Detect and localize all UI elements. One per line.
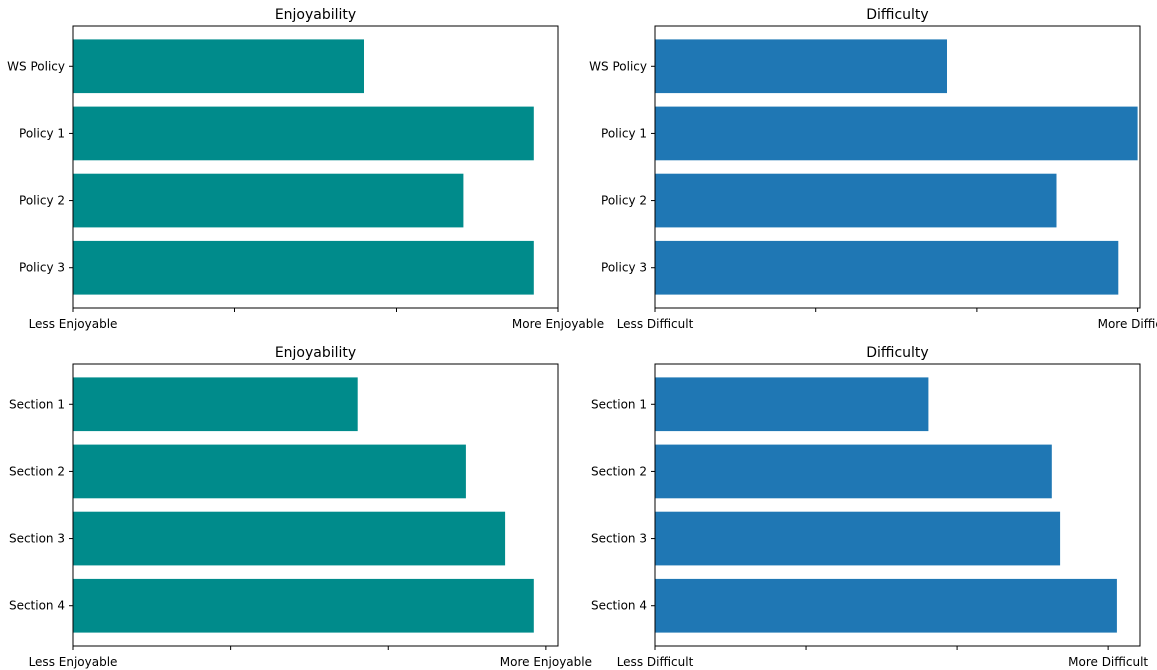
y-tick-label: Section 4: [9, 599, 65, 613]
y-tick-label: Section 3: [591, 532, 647, 546]
bar: [73, 578, 534, 633]
axes-frame: [72, 25, 559, 309]
bar: [655, 240, 1119, 295]
axes-frame: [654, 25, 1141, 309]
y-tick-label: Section 4: [591, 599, 647, 613]
x-tick-label: More Difficult: [1098, 317, 1157, 331]
x-tick-label: More Enjoyable: [512, 317, 604, 331]
y-tick-label: Section 2: [591, 464, 647, 478]
y-tick-label: Section 1: [9, 397, 65, 411]
bar: [655, 106, 1138, 161]
bar: [655, 39, 947, 94]
y-tick-label: Policy 2: [601, 194, 647, 208]
y-tick-label: Policy 1: [19, 126, 65, 140]
y-tick-label: WS Policy: [589, 59, 647, 73]
bar: [73, 39, 364, 94]
y-tick-label: Policy 2: [19, 194, 65, 208]
y-tick-label: Policy 1: [601, 126, 647, 140]
chart-panel-2: Difficulty WS Policy Policy 1 Policy 2 Polic…: [589, 7, 1157, 331]
bar: [73, 173, 464, 228]
y-tick-label: Section 3: [9, 532, 65, 546]
y-tick-label: Policy 3: [19, 261, 65, 275]
x-tick-label: Less Enjoyable: [29, 317, 118, 331]
y-tick-label: WS Policy: [7, 59, 65, 73]
chart-title: Enjoyability: [275, 345, 356, 361]
bar: [73, 444, 466, 499]
x-tick-label: Less Enjoyable: [29, 655, 118, 669]
bar: [73, 106, 534, 161]
x-tick-label: Less Difficult: [617, 317, 694, 331]
chart-title: Difficulty: [866, 7, 928, 23]
axes-frame: [72, 363, 559, 647]
bar: [655, 173, 1057, 228]
bar: [655, 444, 1052, 499]
bar: [655, 511, 1061, 566]
x-tick-label: Less Difficult: [617, 655, 694, 669]
chart-title: Enjoyability: [275, 7, 356, 23]
y-tick-label: Section 1: [591, 397, 647, 411]
x-tick-label: More Difficult: [1068, 655, 1148, 669]
chart-panel-4: Difficulty Section 1 Section 2 Section 3 Sec…: [591, 345, 1148, 669]
bar: [655, 377, 929, 432]
axes-frame: [654, 363, 1141, 647]
x-tick-label: More Enjoyable: [500, 655, 592, 669]
chart-title: Difficulty: [866, 345, 928, 361]
y-tick-label: Section 2: [9, 464, 65, 478]
bar: [73, 377, 358, 432]
bar: [73, 240, 534, 295]
chart-panel-3: Enjoyability Section 1 Section 2 Section 3 S…: [9, 345, 592, 669]
bar: [655, 578, 1117, 633]
bar: [73, 511, 506, 566]
y-tick-label: Policy 3: [601, 261, 647, 275]
chart-panel-1: Enjoyability WS Policy Policy 1 Policy 2 Pol…: [7, 7, 604, 331]
